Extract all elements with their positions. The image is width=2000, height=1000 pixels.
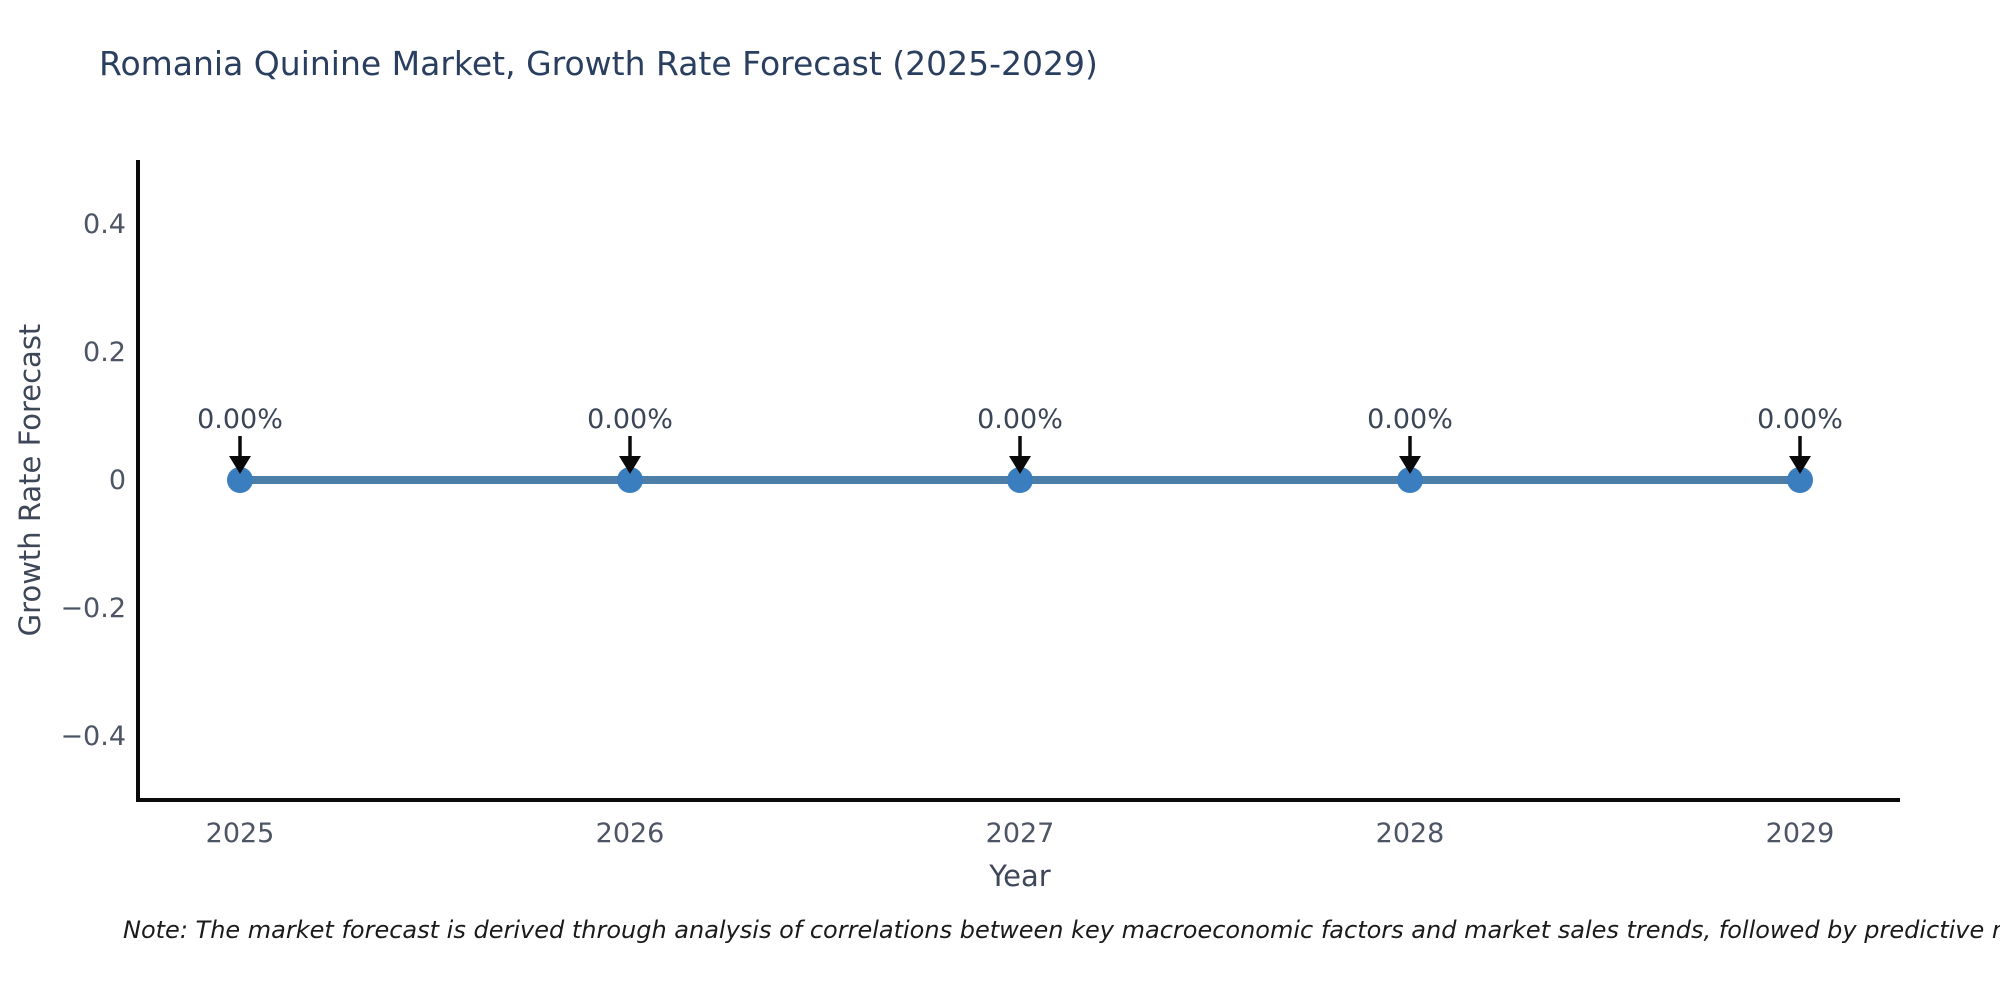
x-tick-label: 2026: [596, 818, 665, 849]
data-point: [227, 467, 253, 493]
y-tick-label: 0.2: [83, 337, 126, 368]
point-value-label: 0.00%: [197, 404, 283, 435]
y-tick-label: −0.2: [60, 593, 126, 624]
y-tick-label: 0.4: [83, 209, 126, 240]
y-tick-label: 0: [109, 465, 126, 496]
x-axis-title: Year: [989, 859, 1051, 893]
data-point: [1397, 467, 1423, 493]
point-annotations: 0.00% 0.00% 0.00% 0.00% 0.00%: [197, 404, 1843, 474]
annotation-arrowhead-icon: [619, 456, 641, 474]
axis-spines: [136, 160, 1900, 802]
footnote: Note: The market forecast is derived thr…: [123, 916, 2000, 944]
x-tick-label: 2029: [1766, 818, 1835, 849]
annotation-arrowhead-icon: [229, 456, 251, 474]
data-point: [1787, 467, 1813, 493]
axis-tick-labels: 0.4 0.2 0 −0.2 −0.4 2025 2026 2027 2028 2029: [60, 209, 1834, 849]
annotation-arrowhead-icon: [1789, 456, 1811, 474]
x-tick-label: 2028: [1376, 818, 1445, 849]
point-value-label: 0.00%: [1757, 404, 1843, 435]
chart-title: Romania Quinine Market, Growth Rate Fore…: [99, 44, 1098, 83]
point-value-label: 0.00%: [977, 404, 1063, 435]
point-value-label: 0.00%: [1367, 404, 1453, 435]
data-point: [617, 467, 643, 493]
x-tick-label: 2025: [206, 818, 275, 849]
point-value-label: 0.00%: [587, 404, 673, 435]
x-tick-label: 2027: [986, 818, 1055, 849]
line-series: [227, 467, 1813, 493]
data-point: [1007, 467, 1033, 493]
annotation-arrowhead-icon: [1399, 456, 1421, 474]
annotation-arrowhead-icon: [1009, 456, 1031, 474]
y-tick-label: −0.4: [60, 721, 126, 752]
